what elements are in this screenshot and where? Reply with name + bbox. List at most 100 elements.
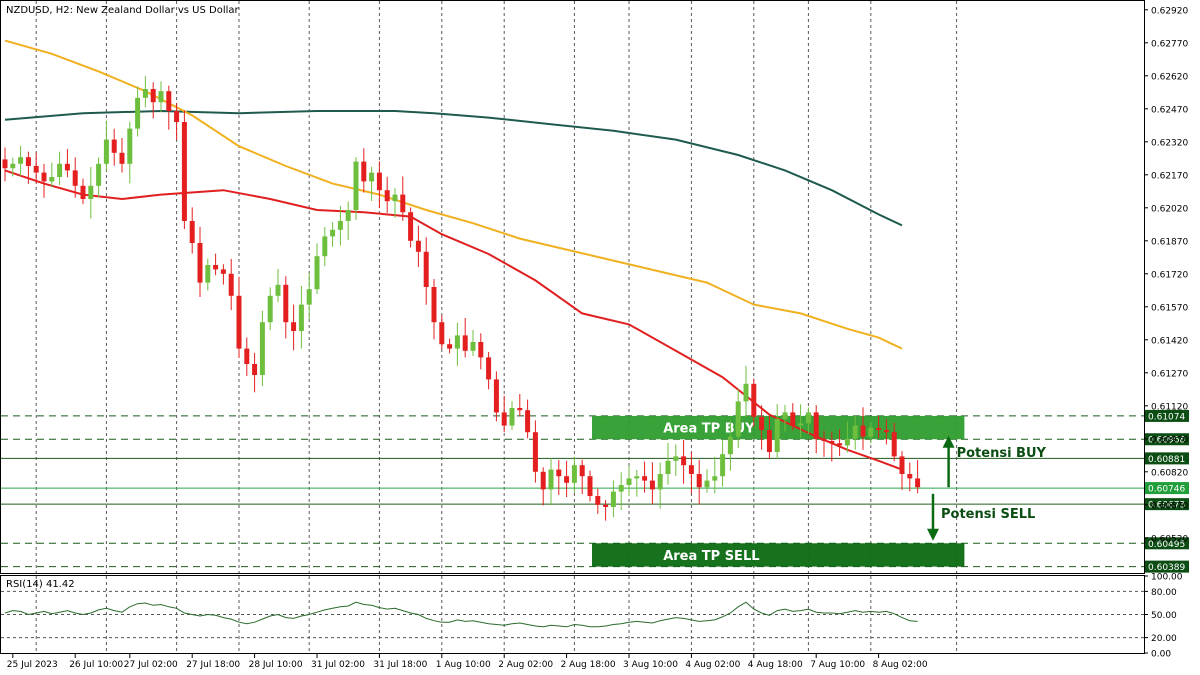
candle-body: [181, 122, 187, 221]
candle-body: [883, 430, 889, 433]
candle-body: [127, 128, 133, 164]
candle-body: [49, 177, 55, 182]
candle-body: [431, 287, 437, 323]
candle-body: [439, 322, 445, 345]
candle-body: [2, 159, 8, 169]
candle-body: [657, 474, 663, 490]
candle-body: [150, 89, 156, 103]
candle-body: [88, 185, 94, 199]
candle-body: [837, 443, 843, 446]
price-level-badge: [1145, 482, 1189, 495]
candle-body: [798, 423, 804, 426]
price-level-badge: [1145, 452, 1189, 465]
candle-body: [813, 412, 819, 439]
candle-body: [205, 265, 211, 283]
candle-body: [80, 185, 86, 199]
candle-body: [743, 383, 749, 402]
candle-body: [876, 427, 882, 430]
candle-body: [868, 427, 874, 437]
annotation-arrow-head: [942, 435, 955, 448]
candle-body: [610, 491, 616, 507]
chart-symbol-title: NZDUSD, H2: New Zealand Dollar vs US Dol…: [6, 5, 240, 16]
candle-body: [844, 438, 850, 446]
candle-body: [454, 335, 460, 349]
price-tick-label: 0.62470: [1151, 105, 1188, 115]
candle-body: [704, 480, 710, 488]
time-tick-label: 28 Jul 10:00: [249, 660, 303, 670]
candle-body: [564, 476, 570, 483]
time-tick-label: 26 Jul 10:00: [69, 660, 123, 670]
candle-body: [681, 456, 687, 466]
price-tick-label: 0.61270: [1151, 369, 1188, 379]
price-level-badge-text: 0.60495: [1148, 540, 1185, 550]
candle-body: [213, 265, 219, 270]
candle-body: [478, 342, 484, 358]
candle-body: [821, 438, 827, 441]
candle-body: [158, 91, 164, 103]
candle-body: [408, 212, 414, 241]
candle-body: [142, 89, 148, 98]
time-tick-label: 4 Aug 02:00: [685, 660, 740, 670]
price-level-badge: [1145, 560, 1189, 573]
price-tick-label: 0.60820: [1151, 468, 1188, 478]
price-tick-label: 0.61120: [1151, 402, 1188, 412]
candle-body: [18, 157, 24, 164]
candle-body: [119, 152, 125, 164]
time-tick-label: 7 Aug 10:00: [810, 660, 865, 670]
candle-body: [548, 469, 554, 490]
price-level-badge: [1145, 498, 1189, 511]
price-tick-label: 0.60670: [1151, 501, 1188, 511]
candle-body: [509, 408, 515, 426]
rsi-tick-label: 0.00: [1151, 650, 1171, 660]
price-level-badge-text: 0.60673: [1148, 501, 1185, 511]
candle-body: [103, 139, 109, 164]
candle-body: [10, 163, 16, 169]
annotation-label: Potensi SELL: [941, 507, 1035, 522]
candle-body: [415, 240, 421, 252]
candle-body: [899, 456, 905, 474]
price-axis[interactable]: 0.62920 0.62770 0.62620 0.62470 0.62320 0.621…: [1144, 6, 1188, 544]
candle-body: [626, 478, 632, 485]
rsi-tick-label: 20.00: [1151, 634, 1177, 644]
candle-body: [829, 441, 835, 444]
candle-body: [135, 97, 141, 129]
time-tick-label: 31 Jul 18:00: [373, 660, 427, 670]
candle-body: [595, 496, 601, 505]
price-level-badge-text: 0.60968: [1148, 436, 1185, 446]
candle-body: [852, 425, 858, 439]
candle-body: [64, 163, 70, 171]
price-tick-label: 0.60520: [1151, 534, 1188, 544]
price-tick-label: 0.61870: [1151, 237, 1188, 247]
candle-body: [345, 210, 351, 221]
tp-zone-box: [592, 543, 965, 567]
price-level-badge-text: 0.61074: [1148, 412, 1185, 422]
price-tick-label: 0.61570: [1151, 303, 1188, 313]
tp-zone-label: Area TP BUY: [663, 422, 755, 437]
time-tick-label: 25 Jul 2023: [7, 660, 58, 670]
candle-body: [306, 289, 312, 305]
candle-body: [174, 111, 180, 122]
price-tick-label: 0.62170: [1151, 171, 1188, 181]
candle-body: [384, 190, 390, 202]
time-tick-label: 1 Aug 10:00: [436, 660, 491, 670]
candle-body: [486, 357, 492, 380]
candle-body: [603, 504, 609, 507]
candle-body: [579, 465, 585, 477]
price-level-badge-text: 0.60389: [1148, 563, 1185, 573]
candle-body: [369, 172, 375, 182]
rsi-pane: 100.00 80.00 50.00 20.00 0.00: [1, 573, 1183, 660]
candle-body: [298, 304, 304, 331]
rsi-label: RSI(14) 41.42: [6, 579, 75, 590]
time-axis[interactable]: 25 Jul 2023 26 Jul 10:00 27 Jul 02:00 27 Ju…: [7, 654, 928, 670]
candle-body: [291, 322, 297, 331]
candle-body: [330, 229, 336, 237]
candle-body: [322, 236, 328, 257]
candle-body: [782, 412, 788, 419]
candle-body: [634, 476, 640, 479]
candle-body: [392, 194, 398, 202]
candle-body: [361, 161, 367, 182]
price-tick-label: 0.62920: [1151, 6, 1188, 16]
candle-body: [189, 221, 195, 243]
candle-body: [462, 335, 468, 351]
